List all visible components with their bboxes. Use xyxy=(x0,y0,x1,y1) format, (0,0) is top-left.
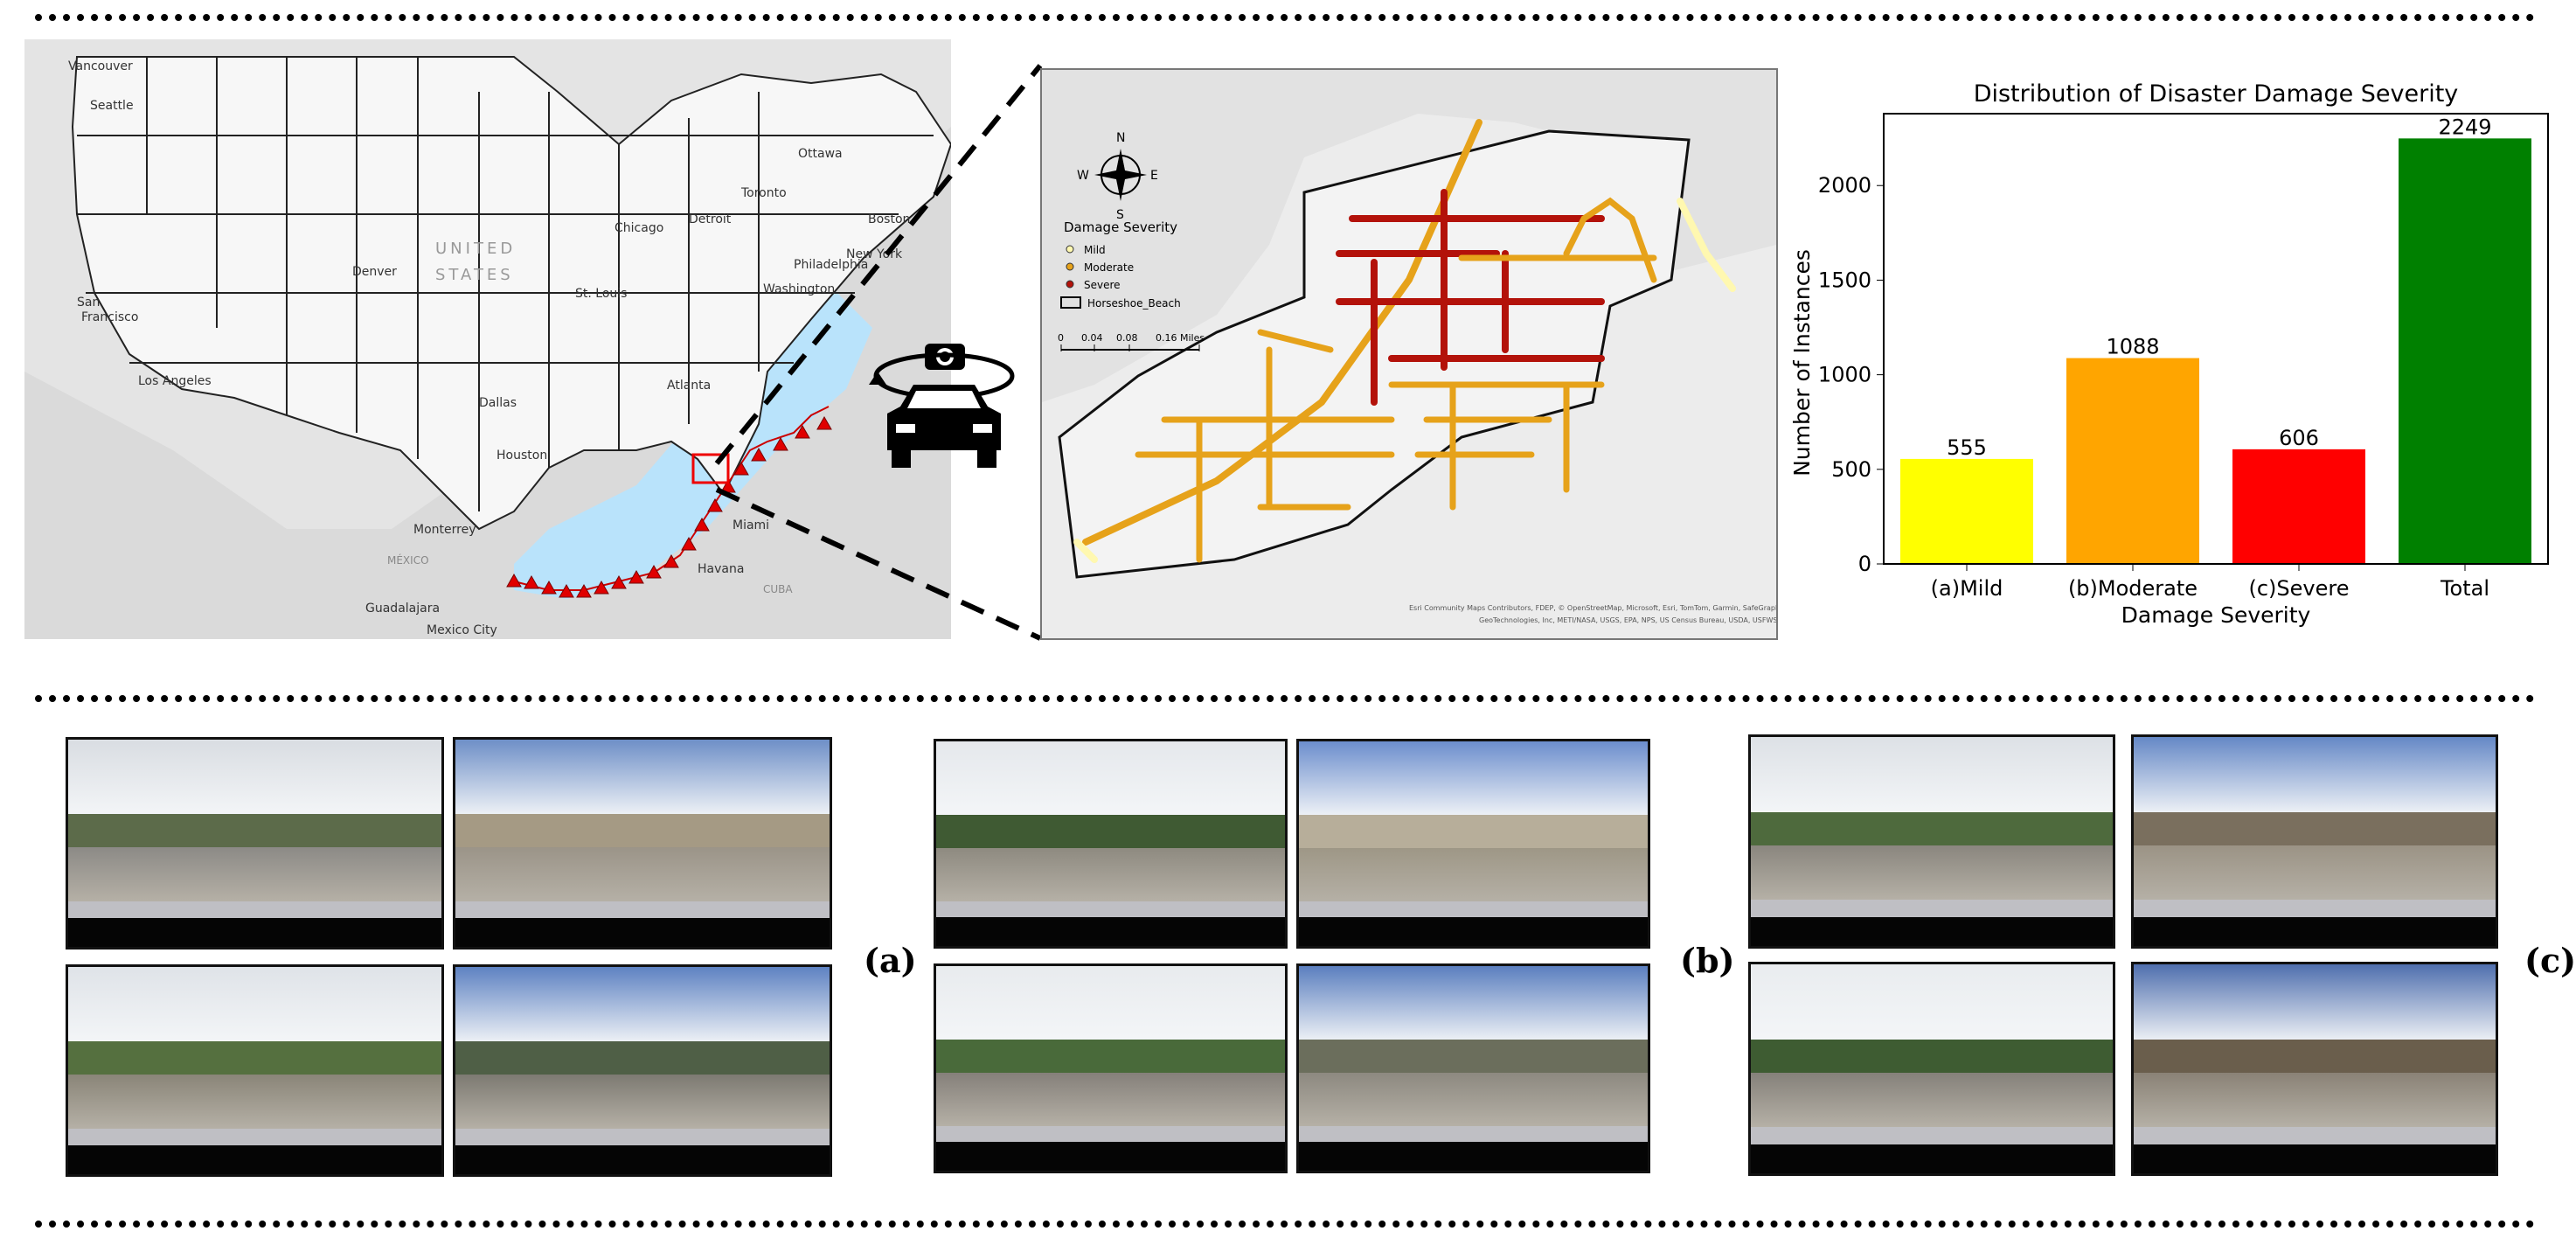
compass-n: N xyxy=(1116,131,1125,145)
street-view-image-9 xyxy=(1748,734,2115,949)
legend-item-mild: Mild xyxy=(1066,244,1106,256)
x-tick-label-1: (b)Moderate xyxy=(2068,576,2198,601)
bar-1 xyxy=(2066,358,2199,564)
svg-text:Ottawa: Ottawa xyxy=(798,147,843,161)
country-label-2: STATES xyxy=(435,266,514,284)
street-view-image-1 xyxy=(66,737,444,949)
street-view-image-3 xyxy=(66,964,444,1177)
panel-label-a: (a) xyxy=(864,941,917,980)
svg-text:Vancouver: Vancouver xyxy=(68,59,133,73)
compass-s: S xyxy=(1116,208,1124,222)
svg-text:Mild: Mild xyxy=(1084,244,1106,256)
svg-text:Severe: Severe xyxy=(1084,279,1121,291)
y-tick-label-0: 0 xyxy=(1858,552,1871,576)
y-tick-label-3: 1500 xyxy=(1818,268,1871,292)
bar-3 xyxy=(2399,138,2531,564)
svg-text:0.08: 0.08 xyxy=(1116,332,1138,344)
svg-text:Francisco: Francisco xyxy=(81,310,138,324)
separator-bottom xyxy=(35,1221,2535,1228)
map-attribution-2: GeoTechnologies, Inc, METI/NASA, USGS, E… xyxy=(1479,616,1776,624)
chart-xlabel: Damage Severity xyxy=(2121,602,2311,628)
street-view-image-5 xyxy=(934,739,1288,949)
hurricane-track-markers xyxy=(506,415,832,598)
country-label: UNITED xyxy=(435,240,516,258)
svg-text:Denver: Denver xyxy=(352,265,397,279)
svg-text:Atlanta: Atlanta xyxy=(667,379,711,393)
svg-text:Dallas: Dallas xyxy=(479,396,517,410)
chart-ylabel: Number of Instances xyxy=(1789,249,1815,476)
compass-w: W xyxy=(1077,169,1089,183)
street-view-image-11 xyxy=(1748,962,2115,1176)
overview-map: UNITED STATES Vancouver Seattle San Fran… xyxy=(24,39,953,639)
separator-top xyxy=(35,14,2535,21)
svg-text:Horseshoe_Beach: Horseshoe_Beach xyxy=(1087,297,1181,310)
bar-value-label-2: 606 xyxy=(2279,426,2319,450)
svg-text:Havana: Havana xyxy=(698,562,744,576)
state-boundaries xyxy=(71,56,953,531)
street-view-image-10 xyxy=(2131,734,2498,949)
legend-item-boundary: Horseshoe_Beach xyxy=(1060,296,1181,310)
plot-area-frame xyxy=(1883,113,2549,565)
separator-middle xyxy=(35,695,2535,702)
zoom-region-box xyxy=(691,453,730,484)
bar-chart: Distribution of Disaster Damage Severity… xyxy=(1783,70,2570,647)
legend-item-severe: Severe xyxy=(1066,279,1121,291)
city-labels: Vancouver Seattle San Francisco Los Ange… xyxy=(68,59,910,637)
svg-text:St. Louis: St. Louis xyxy=(575,287,627,301)
svg-text:Washington: Washington xyxy=(763,282,835,296)
svg-text:CUBA: CUBA xyxy=(763,583,793,595)
svg-text:Moderate: Moderate xyxy=(1084,261,1134,274)
street-view-image-6 xyxy=(1296,739,1650,949)
svg-text:Chicago: Chicago xyxy=(614,221,663,235)
street-view-image-12 xyxy=(2131,962,2498,1176)
svg-text:0.16 Miles: 0.16 Miles xyxy=(1156,332,1205,344)
panel-label-b: (b) xyxy=(1680,941,1735,980)
zoom-connector-lines xyxy=(714,64,1043,641)
svg-text:Seattle: Seattle xyxy=(90,99,134,113)
street-view-image-4 xyxy=(453,964,832,1177)
bar-value-label-1: 1088 xyxy=(2106,335,2159,359)
street-view-image-8 xyxy=(1296,963,1650,1173)
svg-text:Toronto: Toronto xyxy=(740,186,787,200)
svg-text:San: San xyxy=(77,296,100,310)
svg-text:Monterrey: Monterrey xyxy=(413,523,476,537)
bar-value-label-3: 2249 xyxy=(2438,115,2491,139)
svg-text:Philadelphia: Philadelphia xyxy=(794,258,868,272)
scale-bar: 0 0.04 0.08 0.16 Miles xyxy=(1058,332,1205,351)
car-camera-icon xyxy=(869,344,1015,468)
compass-e: E xyxy=(1150,169,1158,183)
svg-text:Detroit: Detroit xyxy=(689,212,732,226)
detail-map: N S E W Damage Severity Mild Moderate Se… xyxy=(1040,68,1778,640)
hurricane-track xyxy=(513,406,830,591)
svg-text:Guadalajara: Guadalajara xyxy=(365,602,440,616)
panel-label-c: (c) xyxy=(2524,941,2576,980)
svg-text:0: 0 xyxy=(1058,332,1064,344)
x-tick-label-3: Total xyxy=(2440,576,2489,601)
x-tick-label-2: (c)Severe xyxy=(2249,576,2350,601)
y-tick-label-2: 1000 xyxy=(1818,363,1871,387)
y-tick-label-1: 500 xyxy=(1831,457,1871,482)
y-tick-label-4: 2000 xyxy=(1818,173,1871,198)
svg-text:0.04: 0.04 xyxy=(1081,332,1103,344)
svg-text:Los Angeles: Los Angeles xyxy=(138,374,212,388)
bar-2 xyxy=(2232,449,2365,564)
svg-text:Boston: Boston xyxy=(868,212,910,226)
svg-text:MÉXICO: MÉXICO xyxy=(387,553,429,567)
compass-rose: N S E W xyxy=(1077,131,1158,222)
svg-text:Mexico City: Mexico City xyxy=(427,623,497,637)
chart-title: Distribution of Disaster Damage Severity xyxy=(1974,80,2459,108)
legend-item-moderate: Moderate xyxy=(1066,261,1134,274)
bar-0 xyxy=(1900,458,2033,564)
svg-text:Houston: Houston xyxy=(496,449,547,463)
svg-text:Miami: Miami xyxy=(733,518,769,532)
map-attribution-1: Esri Community Maps Contributors, FDEP, … xyxy=(1409,604,1776,612)
street-view-image-2 xyxy=(453,737,832,949)
street-view-image-7 xyxy=(934,963,1288,1173)
x-tick-label-0: (a)Mild xyxy=(1931,576,2003,601)
legend-title: Damage Severity xyxy=(1064,219,1177,235)
bar-value-label-0: 555 xyxy=(1947,435,1987,460)
